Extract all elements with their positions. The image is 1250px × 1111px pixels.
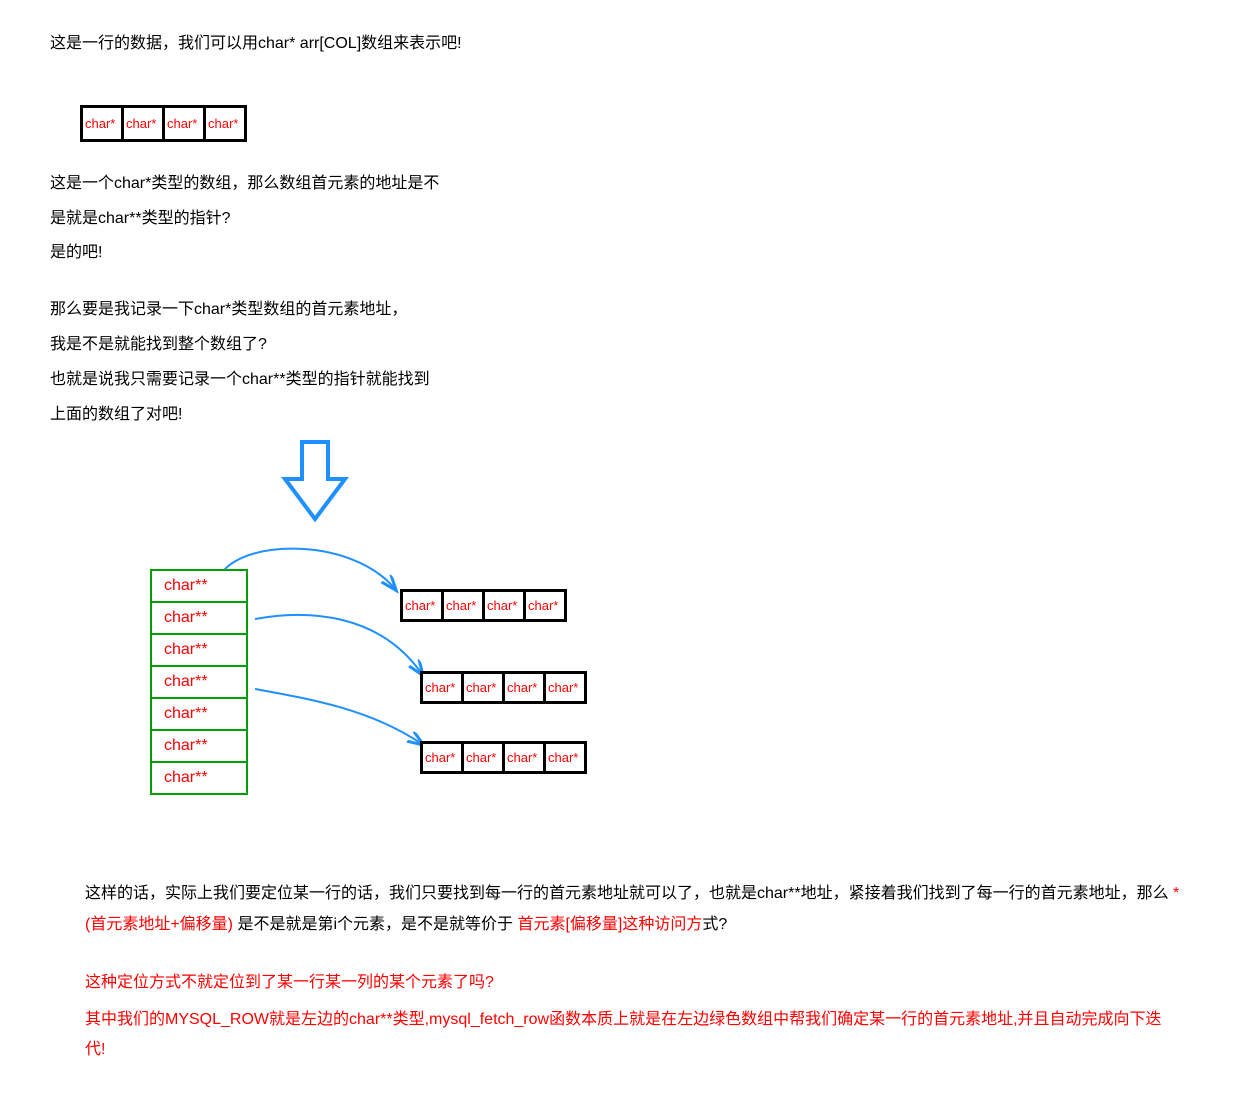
array-cell: char* — [403, 592, 444, 619]
array-cell: char* — [423, 744, 464, 771]
ptr-cell: char** — [150, 601, 248, 635]
array-cell: char* — [444, 592, 485, 619]
ptr-cell: char** — [150, 729, 248, 763]
para-line: 那么要是我记录一下char*类型数组的首元素地址， — [50, 296, 1200, 325]
array-cell: char* — [546, 674, 584, 701]
para-line: 也就是说我只需要记录一个char**类型的指针就能找到 — [50, 366, 1200, 395]
array-cell: char* — [546, 744, 584, 771]
bottom-para-1: 这样的话，实际上我们要定位某一行的话，我们只要找到每一行的首元素地址就可以了，也… — [85, 879, 1180, 940]
ptr-cell: char** — [150, 761, 248, 795]
para-line: 上面的数组了对吧! — [50, 401, 1200, 430]
para-line: 我是不是就能找到整个数组了? — [50, 331, 1200, 360]
array-cell: char* — [124, 108, 165, 139]
row-array-0: char* char* char* char* — [400, 589, 567, 622]
pointer-diagram: char** char** char** char** char** char*… — [50, 439, 1200, 839]
para-line: 是的吧! — [50, 239, 1200, 268]
para-line: 这是一个char*类型的数组，那么数组首元素的地址是不 — [50, 170, 1200, 199]
ptr-cell: char** — [150, 633, 248, 667]
bottom1-end: 式? — [702, 916, 727, 933]
intro-line-1: 这是一行的数据，我们可以用char* arr[COL]数组来表示吧! — [50, 30, 1200, 59]
array-cell: char* — [165, 108, 206, 139]
row-array-1: char* char* char* char* — [420, 671, 587, 704]
bottom-red-line-2: 其中我们的MYSQL_ROW就是左边的char**类型,mysql_fetch_… — [85, 1005, 1180, 1066]
curve-arrows — [50, 439, 650, 839]
down-arrow-icon — [280, 439, 350, 524]
array-cell: char* — [464, 744, 505, 771]
bottom1-pre: 这样的话，实际上我们要定位某一行的话，我们只要找到每一行的首元素地址就可以了，也… — [85, 885, 1173, 902]
row-array-2: char* char* char* char* — [420, 741, 587, 774]
bottom-red-line-1: 这种定位方式不就定位到了某一行某一列的某个元素了吗? — [85, 968, 1180, 998]
array-cell: char* — [83, 108, 124, 139]
ptr-cell: char** — [150, 569, 248, 603]
bottom1-red2: 首元素[偏移量]这种访问方 — [517, 916, 702, 933]
pointer-column: char** char** char** char** char** char*… — [150, 569, 248, 795]
array-cell: char* — [505, 744, 546, 771]
array-cell: char* — [423, 674, 464, 701]
ptr-cell: char** — [150, 697, 248, 731]
array-cell: char* — [485, 592, 526, 619]
array-cell: char* — [526, 592, 564, 619]
array-cell: char* — [206, 108, 244, 139]
array-cell: char* — [464, 674, 505, 701]
para-line: 是就是char**类型的指针? — [50, 205, 1200, 234]
top-char-array: char* char* char* char* — [80, 105, 247, 142]
ptr-cell: char** — [150, 665, 248, 699]
bottom1-mid: 是不是就是第i个元素，是不是就等价于 — [233, 916, 517, 933]
array-cell: char* — [505, 674, 546, 701]
